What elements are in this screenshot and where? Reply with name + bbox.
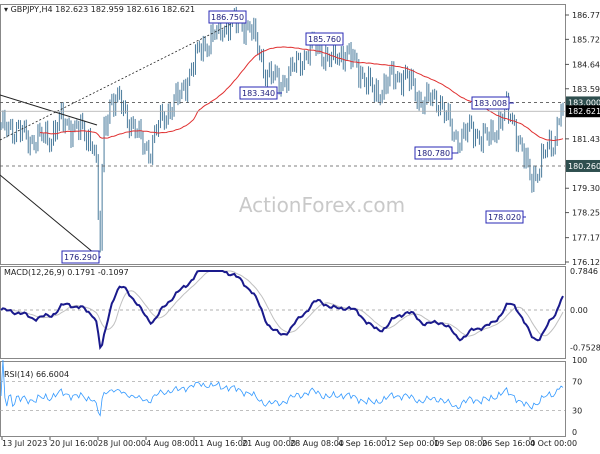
- macd-signal-line: [0, 270, 564, 337]
- macd-line: [0, 270, 564, 350]
- macd-tick-label: -0.7528: [570, 343, 600, 352]
- price-tag: [566, 159, 600, 172]
- y-tick-label: 186.770: [572, 11, 600, 20]
- annotation-label: 178.020: [488, 213, 521, 222]
- annotation-label: 183.008: [474, 99, 507, 108]
- price-tag-label: 183.000: [568, 98, 600, 107]
- y-tick-label: 183.590: [572, 85, 600, 94]
- annotation-box: [305, 32, 344, 46]
- symbol-name: GBPJPY,H4: [11, 5, 53, 14]
- rsi-tick-label: 30: [572, 406, 582, 415]
- x-tick-label: 13 Jul 2023: [2, 439, 47, 448]
- rsi-line: [0, 359, 564, 417]
- y-tick-label: 178.250: [572, 209, 600, 218]
- x-tick-label: 28 Jul 00:00: [98, 439, 146, 448]
- y-tick-label: 177.170: [572, 234, 600, 243]
- macd-panel: [0, 266, 566, 359]
- annotation-box: [471, 96, 510, 110]
- annotation-label: 185.760: [308, 35, 341, 44]
- x-tick-label: 19 Sep 08:00: [434, 439, 487, 448]
- macd-tick-label: 0.7846: [570, 267, 598, 276]
- y-tick-label: 185.720: [572, 35, 600, 44]
- x-tick-label: 12 Sep 00:00: [386, 439, 439, 448]
- ohlc-values: 182.623 182.959 182.616 182.621: [55, 5, 195, 14]
- macd-tick-label: 0.00: [570, 306, 588, 315]
- x-tick-label: 21 Aug 00:00: [242, 439, 296, 448]
- trendline: [0, 174, 101, 259]
- annotation-box: [208, 10, 247, 24]
- rsi-tick-label: 0: [572, 428, 577, 437]
- x-tick-label: 4 Sep 16:00: [338, 439, 386, 448]
- annotation-label: 176.290: [64, 253, 97, 262]
- y-tick-label: 176.120: [572, 258, 600, 267]
- annotation-box: [239, 86, 278, 100]
- x-tick-label: 26 Sep 16:00: [482, 439, 535, 448]
- y-tick-label: 179.300: [572, 184, 600, 193]
- trendline: [0, 94, 98, 126]
- y-tick-label: 181.430: [572, 135, 600, 144]
- symbol-header: ▾ GBPJPY,H4 182.623 182.959 182.616 182.…: [4, 5, 195, 14]
- x-tick-label: 4 Oct 00:00: [530, 439, 577, 448]
- annotation-box: [61, 250, 100, 264]
- annotation-label: 180.780: [417, 149, 450, 158]
- price-tag-label: 182.621: [568, 107, 600, 116]
- annotation-box: [485, 210, 524, 224]
- price-tag-label: 180.260: [568, 162, 600, 171]
- price-tag: [566, 105, 600, 118]
- price-panel: [0, 4, 566, 265]
- x-tick-label: 4 Aug 08:00: [146, 439, 195, 448]
- watermark: ActionForex.com: [239, 193, 405, 217]
- x-tick-label: 28 Aug 08:00: [290, 439, 344, 448]
- rsi-tick-label: 100: [572, 356, 587, 365]
- y-tick-label: 184.640: [572, 60, 600, 69]
- x-tick-label: 20 Jul 16:00: [50, 439, 98, 448]
- rsi-panel: [0, 361, 566, 437]
- rsi-tick-label: 70: [572, 378, 582, 387]
- x-tick-label: 11 Aug 16:00: [194, 439, 248, 448]
- annotation-label: 183.340: [242, 89, 275, 98]
- annotation-box: [414, 146, 453, 160]
- rsi-title: RSI(14) 66.6004: [4, 370, 69, 379]
- macd-title: MACD(12,26,9) 0.1791 -0.1097: [4, 268, 129, 277]
- annotation-label: 186.750: [211, 13, 244, 22]
